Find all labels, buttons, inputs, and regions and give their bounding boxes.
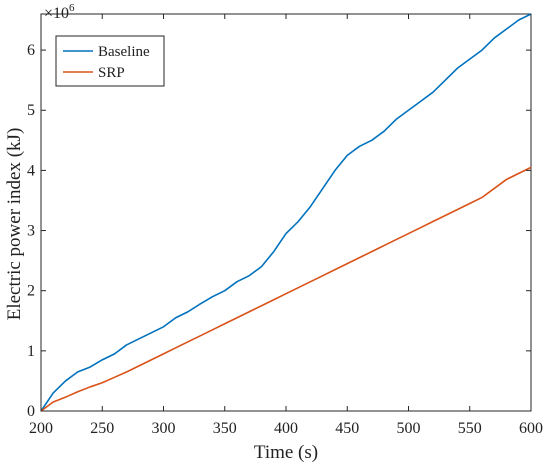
x-tick-label: 200 — [29, 420, 53, 437]
y-tick-label: 2 — [27, 283, 35, 300]
legend-label-srp: SRP — [98, 65, 125, 81]
x-tick-label: 600 — [519, 420, 543, 437]
x-tick-label: 300 — [152, 420, 176, 437]
x-tick-label: 550 — [458, 420, 482, 437]
legend-label-baseline: Baseline — [98, 44, 150, 60]
y-exponent-base: ×10 — [44, 5, 69, 22]
y-exponent-label: ×106 — [44, 2, 75, 22]
y-exponent-power: 6 — [69, 2, 75, 14]
x-tick-label: 450 — [335, 420, 359, 437]
x-tick-label: 250 — [90, 420, 114, 437]
axes-layer: 200 250 300 350 400 450 500 550 600 0 1 2 3 4 5 6 — [27, 14, 543, 437]
y-tick-label: 6 — [27, 42, 35, 59]
y-axis-label: Electric power index (kJ) — [4, 128, 25, 321]
legend: Baseline SRP — [55, 35, 165, 87]
series-layer — [40, 13, 532, 412]
y-tick-label: 5 — [27, 102, 35, 119]
y-tick-label: 0 — [27, 403, 35, 420]
y-tick-label: 1 — [27, 343, 35, 360]
series-line-baseline — [40, 13, 532, 412]
x-tick-label: 500 — [397, 420, 421, 437]
x-tick-label: 350 — [213, 420, 237, 437]
y-tick-label: 4 — [27, 162, 35, 179]
y-tick-label: 3 — [27, 223, 35, 240]
legend-box — [55, 35, 165, 87]
x-axis-label: Time (s) — [254, 442, 318, 463]
x-tick-label: 400 — [274, 420, 298, 437]
series-line-srp — [40, 166, 532, 412]
